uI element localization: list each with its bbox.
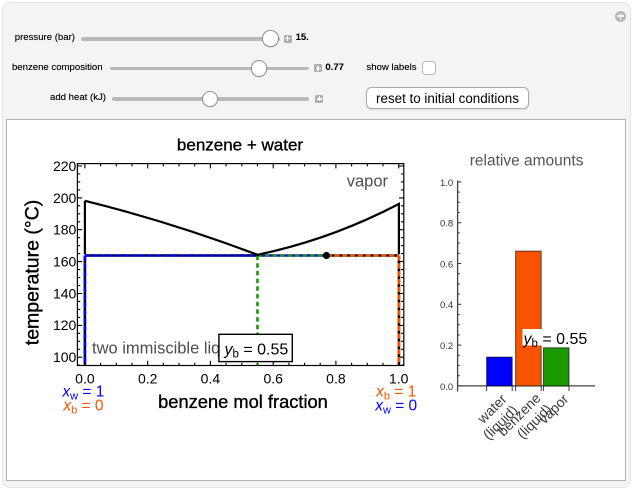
svg-text:0.0: 0.0 — [75, 370, 95, 386]
svg-text:160: 160 — [53, 254, 77, 270]
svg-text:yb = 0.55: yb = 0.55 — [523, 331, 588, 350]
svg-text:benzene + water: benzene + water — [177, 136, 304, 155]
svg-text:vapor: vapor — [347, 172, 389, 190]
svg-text:relative amounts: relative amounts — [470, 153, 584, 170]
svg-text:two immiscible liquids: two immiscible liquids — [92, 340, 251, 358]
svg-text:0.8: 0.8 — [326, 370, 346, 386]
svg-text:1.0: 1.0 — [440, 178, 453, 189]
svg-text:0.6: 0.6 — [440, 259, 453, 270]
svg-text:xb = 0: xb = 0 — [62, 398, 104, 417]
svg-text:0.0: 0.0 — [440, 382, 453, 393]
svg-text:temperature (°C): temperature (°C) — [22, 200, 44, 345]
svg-text:benzene mol fraction: benzene mol fraction — [158, 391, 328, 412]
svg-text:yb = 0.55: yb = 0.55 — [224, 342, 289, 361]
svg-text:xw = 1: xw = 1 — [61, 384, 104, 403]
svg-text:220: 220 — [53, 158, 77, 174]
svg-text:0.4: 0.4 — [440, 300, 453, 311]
svg-text:200: 200 — [53, 190, 77, 206]
svg-text:120: 120 — [53, 317, 77, 333]
svg-text:140: 140 — [53, 285, 77, 301]
svg-text:0.8: 0.8 — [440, 219, 453, 230]
svg-text:0.6: 0.6 — [263, 370, 283, 386]
svg-text:0.2: 0.2 — [138, 370, 158, 386]
svg-text:xb = 1: xb = 1 — [375, 384, 416, 403]
svg-text:180: 180 — [53, 222, 77, 238]
svg-text:0.2: 0.2 — [440, 341, 453, 352]
svg-text:100: 100 — [53, 349, 77, 365]
svg-text:1.0: 1.0 — [389, 370, 409, 386]
svg-text:0.4: 0.4 — [201, 370, 221, 386]
svg-text:xw = 0: xw = 0 — [374, 398, 417, 417]
